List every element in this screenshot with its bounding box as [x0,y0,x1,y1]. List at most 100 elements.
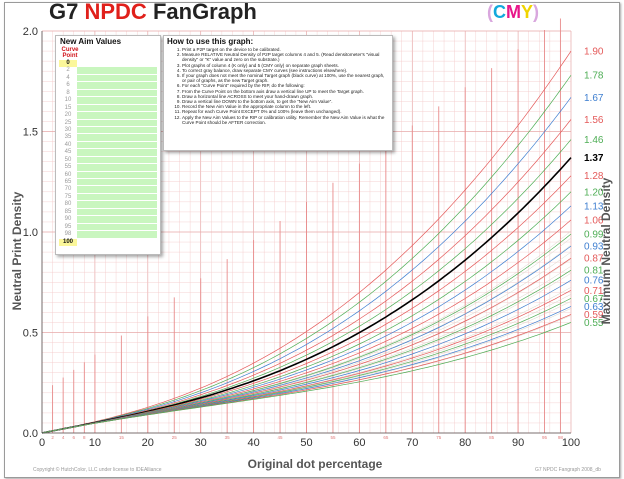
series-1.78 [41,74,572,434]
curve-point-value: 10 [59,97,77,105]
new-aim-value-cell[interactable] [77,208,157,217]
curve-point-value: 70 [59,186,77,194]
x-minor-tick-label: 95 [542,435,548,440]
x-tick-label: 50 [300,437,312,449]
x-minor-tick-label: 45 [278,435,284,440]
aim-row: 55 [59,164,157,172]
new-aim-value-cell[interactable] [77,112,157,120]
x-minor-tick-label: 35 [225,435,231,440]
how-to-step: Record the New Aim Value in the appropri… [182,104,388,109]
title-npdc: NPDC [84,0,147,24]
curve-point-value: 15 [59,104,77,113]
max-density-label: 1.13 [584,201,604,212]
y2-axis-title: Maximum Neutral Density [599,177,613,324]
new-aim-value-cell[interactable] [77,149,157,157]
max-density-label: 1.37 [584,153,604,164]
x-tick-label: 20 [142,437,154,449]
aim-row: 50 [59,156,157,165]
max-density-label: 0.67 [584,294,604,305]
curve-point-value: 6 [59,82,77,90]
curve-point-value: 25 [59,119,77,127]
new-aim-value-cell[interactable] [77,126,157,135]
curve-point-value: 50 [59,156,77,165]
new-aim-value-cell[interactable] [77,231,157,239]
new-aim-value-cell[interactable] [77,238,157,246]
new-aim-value-cell[interactable] [77,141,157,150]
how-to-step: Draw a horizontal line ACROSS to meet yo… [182,94,388,99]
max-density-label: 1.90 [584,47,604,58]
new-aim-value-cell[interactable] [77,223,157,232]
x-axis-title: Original dot percentage [248,457,383,471]
new-aim-value-cell[interactable] [77,74,157,83]
x-minor-tick-label: 75 [436,435,442,440]
new-aim-value-cell[interactable] [77,82,157,90]
aim-row: 4 [59,74,157,83]
how-to-step: For each "Curve Point" required by the R… [182,83,388,88]
curve-point-value: 20 [59,112,77,120]
curve-point-value: 75 [59,193,77,202]
cmy-y: Y [521,2,534,22]
curve-point-value: 90 [59,216,77,224]
how-to-step: To correct gray balance, draw separate C… [182,68,388,73]
how-to-step: Repeat for each Curve Point EXCEPT 0% an… [182,109,388,114]
new-aim-value-cell[interactable] [77,216,157,224]
page-title: G7 NPDC FanGraph [49,0,257,25]
aim-row: 30 [59,126,157,135]
new-aim-value-cell[interactable] [77,134,157,142]
max-density-label: 0.81 [584,266,604,277]
max-density-label: 1.67 [584,93,604,104]
x-tick-label: 0 [39,437,45,449]
how-to-step: If your graph does not meet the nominal … [182,73,388,83]
density-curves [41,50,572,434]
curve-point-value: 40 [59,141,77,150]
y-tick-label: 0.0 [23,428,38,440]
new-aim-value-cell[interactable] [77,97,157,105]
x-minor-tick-label: 6 [72,435,75,440]
max-density-labels: 1.90 1.78 1.67 1.56 1.46 1.37 1.28 1.20 1.13 1.06… [584,47,604,329]
aim-values-table: 0 2 4 6 8 10 15 20 25 30 35 40 45 50 55 60 65 70 75 80 85 90 9… [59,60,157,246]
new-aim-value-cell[interactable] [77,171,157,179]
x-minor-tick-label: 25 [172,435,178,440]
new-aim-value-cell[interactable] [77,193,157,202]
new-aim-value-cell[interactable] [77,201,157,209]
curve-point-value: 60 [59,171,77,179]
new-aim-value-cell[interactable] [77,186,157,194]
aim-row: 40 [59,141,157,150]
aim-panel-title: New Aim Values [60,37,122,46]
new-aim-value-cell[interactable] [77,164,157,172]
cmy-c: C [493,2,506,22]
new-aim-value-cell[interactable] [77,60,157,68]
aim-row: 25 [59,119,157,127]
aim-row: 95 [59,223,157,232]
new-aim-value-cell[interactable] [77,179,157,187]
x-tick-label: 60 [353,437,365,449]
x-tick-label: 30 [195,437,207,449]
y-tick-label: 0.5 [23,328,38,340]
new-aim-value-cell[interactable] [77,104,157,113]
aim-row: 70 [59,186,157,194]
x-minor-tick-label: 55 [330,435,336,440]
cmy-m: M [506,2,521,22]
max-density-label: 1.56 [584,115,604,126]
aim-row: 75 [59,193,157,202]
max-density-label: 0.55 [584,318,604,329]
y-tick-label: 1.5 [23,127,38,139]
x-minor-tick-label: 4 [62,435,65,440]
aim-row: 0 [59,60,157,68]
max-density-label: 0.59 [584,310,604,321]
curve-point-value: 80 [59,201,77,209]
new-aim-value-cell[interactable] [77,119,157,127]
x-tick-label: 100 [562,437,580,449]
new-aim-value-cell[interactable] [77,67,157,75]
max-density-label: 1.28 [584,171,604,182]
new-aim-value-cell[interactable] [77,89,157,98]
footer-copyright: Copyright © HutchColor, LLC under licens… [33,466,162,473]
max-density-label: 1.06 [584,215,604,226]
max-density-label: 1.78 [584,71,604,82]
aim-row: 35 [59,134,157,142]
aim-row: 20 [59,112,157,120]
new-aim-value-cell[interactable] [77,156,157,165]
footer-version: G7 NPDC Fangraph 2008_db [535,467,601,473]
new-aim-values-panel: New Aim Values Curve Point 0 2 4 6 8 10 15 20 25… [55,35,161,255]
aim-row: 15 [59,104,157,113]
